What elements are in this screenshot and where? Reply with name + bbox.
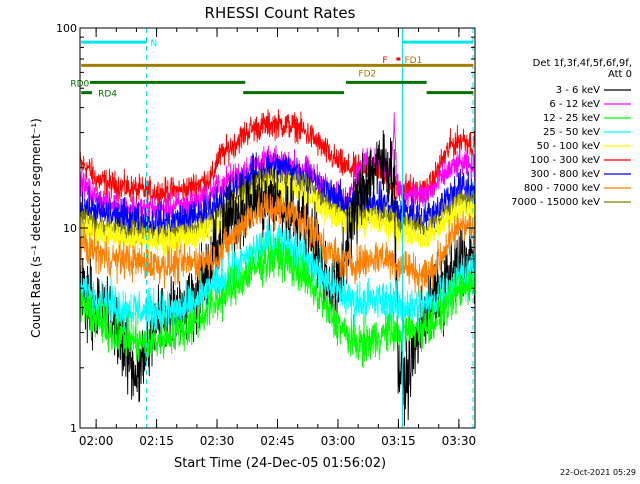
legend: Det 1f,3f,4f,5f,6f,9f,Att 0 3 - 6 keV 6 - … [511, 58, 632, 208]
series-line-6 [80, 190, 475, 297]
footer-timestamp: 22-Oct-2021 05:29 [560, 468, 636, 477]
x-tick-labels: 02:00 02:15 02:30 02:45 03:00 03:15 03:30 [79, 434, 476, 448]
legend-label: 50 - 100 keV [537, 141, 601, 152]
state-bar-label-rd4: RD4 [98, 90, 117, 100]
x-tick-label: 03:15 [381, 434, 416, 448]
legend-label: 300 - 800 keV [530, 169, 600, 180]
x-tick-label: 03:30 [442, 434, 477, 448]
legend-label: 800 - 7000 keV [524, 183, 600, 194]
legend-label: 6 - 12 keV [549, 99, 600, 110]
series-line-8 [80, 236, 475, 369]
state-bar-label-f: F [382, 56, 387, 66]
x-tick-label: 03:00 [321, 434, 356, 448]
y-tick-labels: 1 10 100 [56, 22, 77, 435]
legend-label: 25 - 50 keV [543, 127, 600, 138]
legend-header: Det 1f,3f,4f,5f,6f,9f, [533, 58, 632, 69]
x-tick-label: 02:45 [260, 434, 295, 448]
legend-label: 12 - 25 keV [543, 113, 600, 124]
state-bar-label-fd2: FD2 [358, 69, 376, 79]
series-group [80, 109, 475, 426]
y-axis-label: Count Rate (s⁻¹ detector segment⁻¹) [29, 118, 43, 338]
x-tick-label: 02:00 [79, 434, 114, 448]
x-axis-label: Start Time (24-Dec-05 01:56:02) [174, 456, 386, 471]
state-bar-label-fd1: FD1 [404, 56, 422, 66]
legend-header: Att 0 [608, 69, 632, 80]
legend-label: 7000 - 15000 keV [511, 197, 600, 208]
x-tick-label: 02:30 [200, 434, 235, 448]
state-bar-label-n: N [151, 39, 158, 49]
legend-label: 100 - 300 keV [530, 155, 600, 166]
y-tick-label: 10 [63, 222, 77, 235]
legend-label: 3 - 6 keV [556, 85, 600, 96]
y-tick-label: 100 [56, 22, 77, 35]
y-tick-label: 1 [70, 422, 77, 435]
x-tick-label: 02:15 [139, 434, 174, 448]
series-line-0 [80, 109, 475, 213]
chart-title: RHESSI Count Rates [205, 4, 356, 22]
